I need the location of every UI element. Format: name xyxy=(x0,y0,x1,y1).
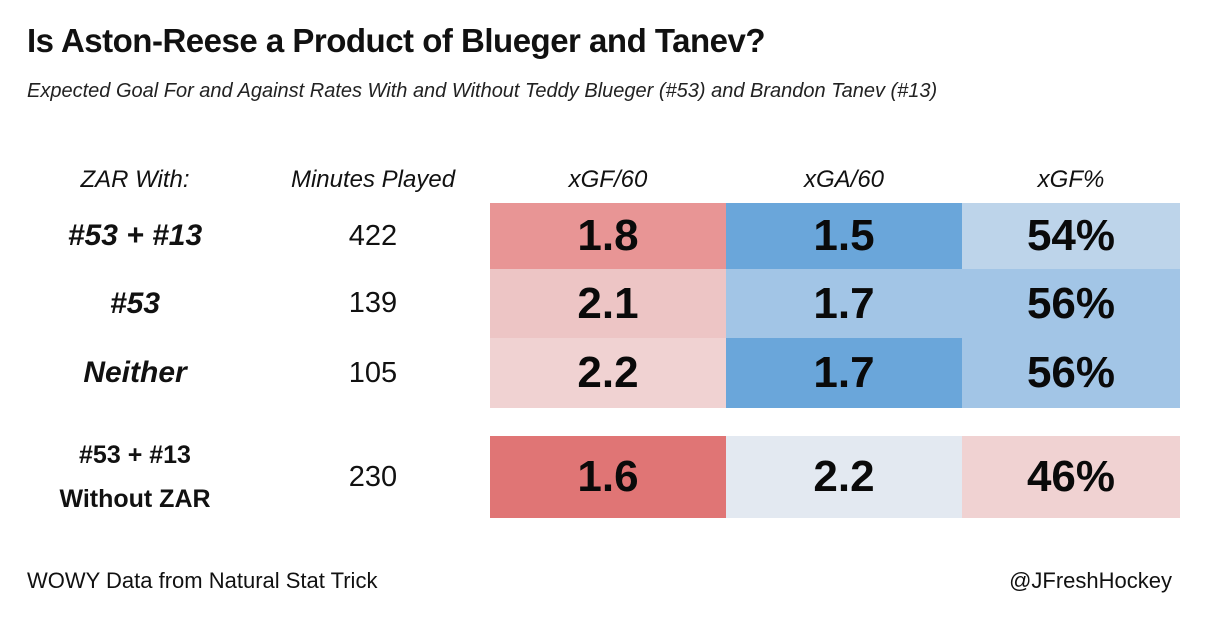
xga60-cell: 1.7 xyxy=(726,338,962,408)
xgf60-cell: 2.1 xyxy=(490,269,726,338)
table-row: Neither 105 2.2 1.7 56% xyxy=(0,338,1210,408)
chart-subtitle: Expected Goal For and Against Rates With… xyxy=(27,80,938,102)
table-row: #53 + #13 Without ZAR 230 1.6 2.2 46% xyxy=(0,436,1210,518)
xgf60-cell: 1.8 xyxy=(490,203,726,269)
table-row: #53 + #13 422 1.8 1.5 54% xyxy=(0,203,1210,269)
chart-title: Is Aston-Reese a Product of Blueger and … xyxy=(27,22,765,59)
row-label-line1: #53 + #13 xyxy=(79,441,191,469)
header-xgf60: xGF/60 xyxy=(568,166,648,193)
xgf-pct-cell: 56% xyxy=(962,338,1180,408)
minutes-played-value: 230 xyxy=(348,460,398,493)
minutes-played-value: 139 xyxy=(348,287,398,319)
xgf-pct-cell: 46% xyxy=(962,436,1180,518)
row-label-line2: Without ZAR xyxy=(59,485,211,513)
row-label: #53 + #13 Without ZAR xyxy=(30,436,240,518)
header-minutes-played: Minutes Played xyxy=(290,166,456,193)
table-row: #53 139 2.1 1.7 56% xyxy=(0,269,1210,338)
header-xgf-pct: xGF% xyxy=(1037,166,1105,193)
minutes-played-value: 422 xyxy=(348,219,398,252)
header-zar-with: ZAR With: xyxy=(80,166,190,193)
xgf-pct-cell: 56% xyxy=(962,269,1180,338)
row-label: #53 + #13 xyxy=(67,219,203,252)
xgf60-cell: 2.2 xyxy=(490,338,726,408)
header-xga60: xGA/60 xyxy=(803,166,885,193)
source-note: WOWY Data from Natural Stat Trick xyxy=(27,568,378,593)
author-credit: @JFreshHockey xyxy=(1009,568,1172,593)
minutes-played-value: 105 xyxy=(348,356,398,389)
xga60-cell: 1.7 xyxy=(726,269,962,338)
xga60-cell: 2.2 xyxy=(726,436,962,518)
xgf60-cell: 1.6 xyxy=(490,436,726,518)
row-label: #53 xyxy=(109,286,161,320)
xga60-cell: 1.5 xyxy=(726,203,962,269)
row-label: Neither xyxy=(83,356,187,389)
xgf-pct-cell: 54% xyxy=(962,203,1180,269)
